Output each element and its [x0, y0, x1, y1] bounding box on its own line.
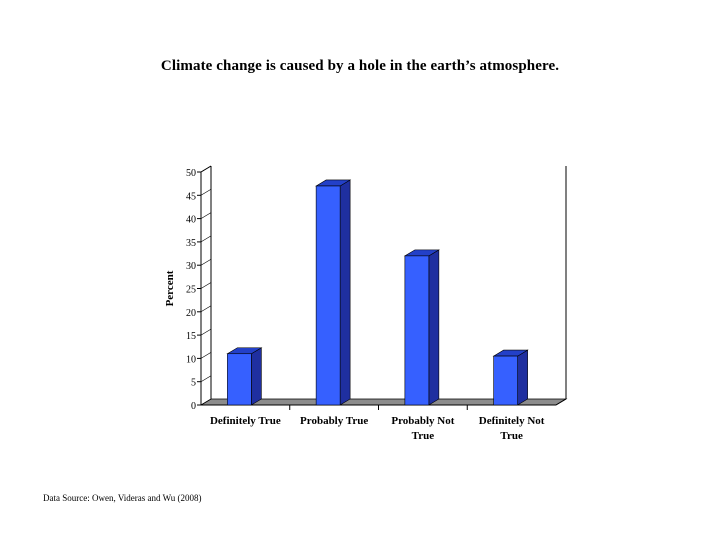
y-tick-label: 0: [191, 401, 196, 412]
y-tick-label: 35: [186, 238, 196, 249]
bar: [315, 185, 341, 406]
y-tick-depth: [200, 328, 212, 336]
x-tick-label: Definitely True: [210, 415, 281, 427]
chart-axes: [197, 165, 568, 410]
x-tick-label: Definitely Not: [479, 415, 545, 427]
bar-side-face: [428, 249, 440, 406]
y-tick-depth: [200, 282, 212, 289]
y-tick-depth: [200, 258, 212, 266]
y-tick-label: 45: [186, 191, 196, 202]
y-tick-label: 50: [186, 168, 196, 179]
bar: [404, 255, 430, 406]
bar-side-face: [251, 347, 262, 406]
y-tick-depth: [200, 375, 212, 382]
x-tick-label: True: [412, 430, 435, 442]
x-tick-label: True: [500, 430, 523, 442]
y-tick-label: 20: [186, 308, 196, 319]
y-tick-depth: [200, 398, 212, 406]
chart-bars: [226, 179, 529, 406]
y-tick-label: 5: [191, 378, 196, 389]
bar: [227, 353, 252, 406]
bar-side-face: [517, 349, 528, 406]
y-tick-label: 15: [186, 331, 196, 342]
y-tick-depth: [200, 305, 212, 313]
y-axis-label: Percent: [164, 270, 176, 306]
chart-title: Climate change is caused by a hole in th…: [160, 58, 560, 74]
y-tick-label: 25: [186, 285, 196, 296]
y-tick-depth: [200, 352, 212, 359]
y-tick-label: 30: [186, 261, 196, 272]
x-axis-right-edge: [555, 398, 567, 406]
x-tick-label: Probably True: [300, 415, 368, 427]
x-tick-label: Probably Not: [391, 415, 454, 427]
y-tick-label: 40: [186, 215, 196, 226]
y-tick-depth: [200, 212, 212, 219]
bar-side-face: [339, 179, 351, 406]
y-tick-depth: [200, 189, 212, 196]
y-tick-depth: [200, 235, 212, 243]
y-tick-depth: [200, 165, 212, 173]
data-source-note: Data Source: Owen, Videras and Wu (2008): [43, 493, 202, 503]
y-tick-label: 10: [186, 354, 196, 365]
chart-labels: 0 5 10 15 20 25 30 35 40 45 50 Percent Definitely Tr…: [164, 168, 545, 442]
bar: [493, 355, 518, 406]
